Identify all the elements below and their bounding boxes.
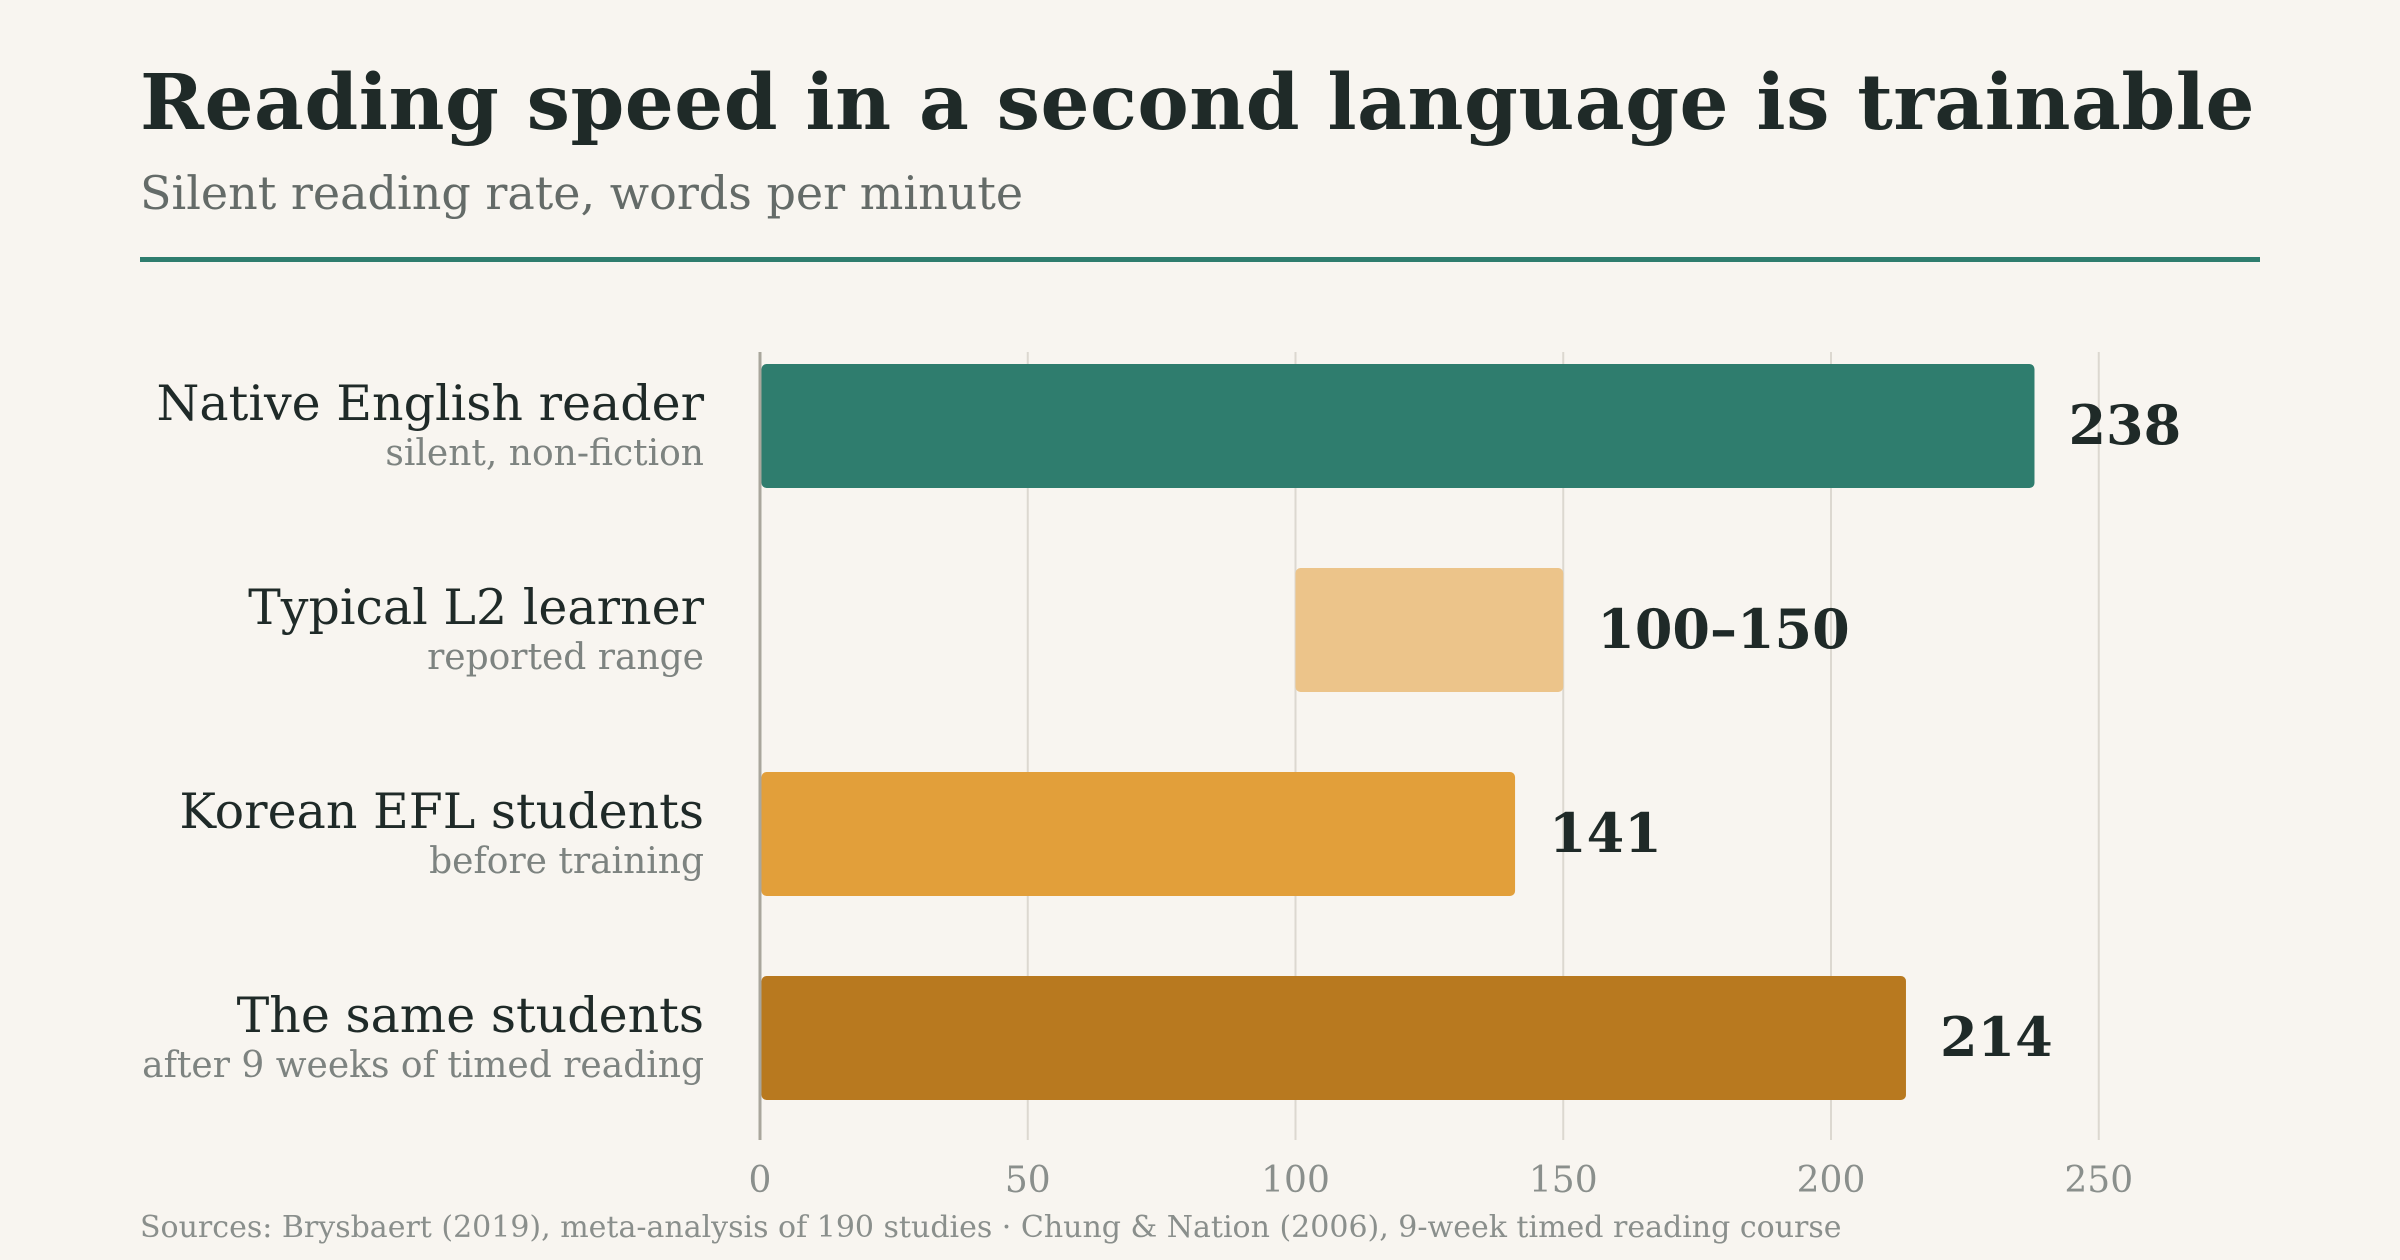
bar: [761, 976, 1906, 1100]
category-label: Typical L2 learner: [248, 579, 704, 636]
category-label: Korean EFL students: [179, 783, 704, 840]
x-tick-label: 250: [2064, 1160, 2133, 1201]
category-sublabel: after 9 weeks of timed reading: [142, 1045, 704, 1086]
x-tick-label: 100: [1261, 1160, 1330, 1201]
x-tick-label: 50: [1005, 1160, 1051, 1201]
value-label: 100–150: [1597, 597, 1849, 661]
chart-subtitle: Silent reading rate, words per minute: [140, 166, 1024, 220]
bars: [761, 364, 2035, 1100]
bar: [1295, 568, 1564, 692]
category-label: The same students: [237, 987, 704, 1044]
x-tick-label: 0: [749, 1160, 772, 1201]
bar: [761, 364, 2035, 488]
title-divider: [140, 257, 2260, 262]
value-labels: 238 100–150 141 214: [1549, 393, 2181, 1069]
category-label: Native English reader: [157, 375, 705, 432]
x-tick-label: 200: [1797, 1160, 1866, 1201]
category-sublabel: reported range: [427, 637, 704, 678]
category-sublabel: before training: [429, 841, 704, 882]
value-label: 214: [1940, 1005, 2053, 1069]
chart-title: Reading speed in a second language is tr…: [140, 58, 2255, 148]
source-note: Sources: Brysbaert (2019), meta-analysis…: [140, 1210, 1842, 1245]
bar: [761, 772, 1516, 896]
x-tick-labels: 0 50 100 150 200 250: [749, 1160, 2134, 1201]
x-tick-label: 150: [1529, 1160, 1598, 1201]
value-label: 238: [2068, 393, 2181, 457]
category-sublabel: silent, non-fiction: [385, 433, 704, 474]
value-label: 141: [1549, 801, 1662, 865]
